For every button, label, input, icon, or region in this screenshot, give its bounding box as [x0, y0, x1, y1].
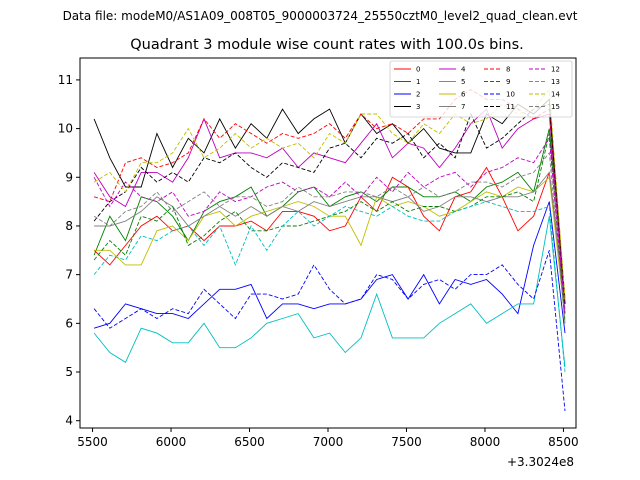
- x-tick-label: 7500: [391, 435, 422, 449]
- legend-label: 5: [461, 78, 465, 86]
- x-tick-label: 5500: [77, 435, 108, 449]
- plot-frame: [79, 57, 577, 429]
- y-tick-label: 9: [65, 170, 73, 184]
- chart-title: Quadrant 3 module wise count rates with …: [130, 37, 524, 53]
- x-tick-label: 8000: [470, 435, 501, 449]
- legend-label: 1: [416, 78, 420, 86]
- chart-suptitle: Data file: modeM0/AS1A09_008T05_90000037…: [63, 9, 578, 23]
- legend-label: 11: [506, 103, 515, 111]
- series-2-line: [93, 201, 566, 334]
- legend-box: [389, 60, 573, 118]
- y-tick-label: 10: [58, 122, 73, 136]
- y-tick-label: 11: [58, 73, 73, 87]
- legend-label: 9: [506, 78, 510, 86]
- series-10-line: [93, 250, 566, 412]
- legend-label: 6: [461, 91, 466, 99]
- x-offset-label: +3.3024e8: [507, 455, 574, 469]
- x-tick-label: 7000: [313, 435, 344, 449]
- legend-label: 2: [416, 91, 420, 99]
- series-15-line: [93, 151, 566, 324]
- y-tick-label: 4: [65, 414, 73, 428]
- legend-label: 10: [506, 91, 515, 99]
- x-tick-label: 8500: [548, 435, 579, 449]
- legend-label: 13: [551, 78, 560, 86]
- legend-label: 0: [416, 66, 420, 74]
- legend-label: 8: [506, 66, 510, 74]
- series-11-line: [93, 103, 566, 304]
- x-tick-label: 6000: [156, 435, 187, 449]
- y-tick-label: 5: [65, 365, 73, 379]
- legend-label: 15: [551, 103, 560, 111]
- series-14-line: [93, 88, 566, 300]
- plot-area: [80, 58, 576, 428]
- x-tick-label: 6500: [234, 435, 265, 449]
- y-tick-label: 8: [65, 219, 73, 233]
- legend-label: 7: [461, 103, 465, 111]
- y-tick-label: 7: [65, 268, 73, 282]
- series-5-line: [93, 216, 566, 368]
- legend-label: 12: [551, 66, 560, 74]
- axes-layer: 5500 6000 6500 7000 7500 8000 8500 4 5 6 7 8 9 10 11: [58, 73, 579, 449]
- y-tick-label: 6: [65, 316, 73, 330]
- series-13-line: [93, 201, 566, 373]
- legend-label: 3: [416, 103, 420, 111]
- series-layer: [93, 88, 566, 412]
- legend-label: 4: [461, 66, 466, 74]
- legend-label: 14: [551, 91, 560, 99]
